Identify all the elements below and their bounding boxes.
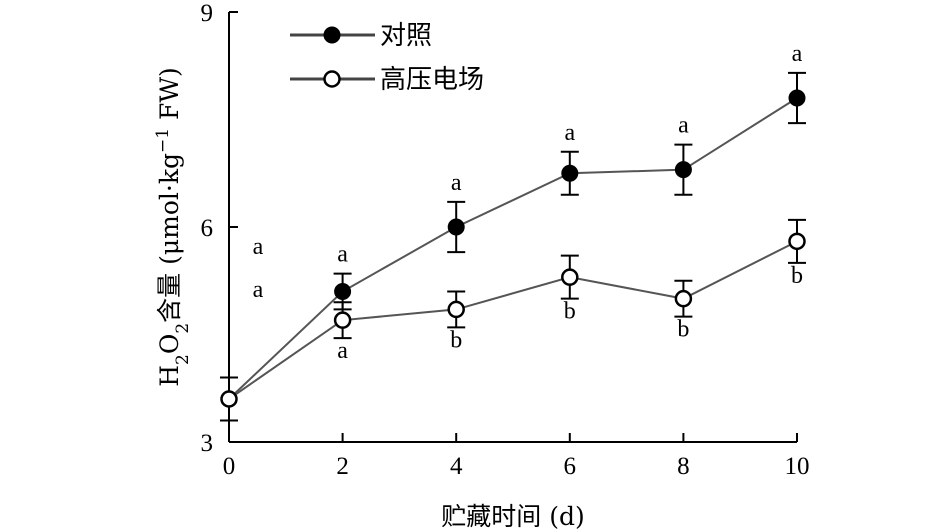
series-line-control — [228, 97, 798, 400]
y-ticks: 3 6 9 — [201, 0, 238, 457]
y-title-h: H — [155, 365, 184, 387]
sig-label-control: a — [253, 234, 264, 260]
data-point-treatment — [788, 232, 806, 251]
x-ticks: 0 2 4 6 8 10 — [223, 433, 810, 480]
legend-item-control: 对照 — [290, 21, 432, 51]
data-point-control — [561, 164, 579, 182]
data-point-control — [334, 283, 352, 300]
data-point-treatment — [447, 300, 465, 319]
series-layer — [220, 71, 806, 422]
data-point-treatment — [561, 268, 579, 286]
x-tick-label: 10 — [785, 453, 810, 480]
legend-label-control: 对照 — [380, 21, 432, 51]
y-axis-title: H2O2含量 (μmol·kg−1 FW) — [153, 67, 193, 387]
legend-item-treatment: 高压电场 — [290, 65, 484, 95]
sig-label-treatment: b — [564, 299, 576, 325]
x-axis-title: 贮藏时间 (d) — [441, 502, 584, 531]
sig-label-treatment: a — [337, 338, 348, 364]
sig-label-treatment: b — [450, 327, 462, 353]
data-point-treatment — [674, 289, 693, 308]
y-tick-label: 6 — [201, 215, 214, 242]
x-tick-label: 0 — [223, 453, 236, 480]
y-title-o: O — [155, 334, 184, 355]
sig-label-treatment: b — [791, 263, 803, 289]
x-tick-label: 6 — [564, 453, 577, 480]
legend-marker-control — [323, 26, 341, 44]
y-title-unit-pre: (μmol·kg — [155, 153, 184, 273]
data-point-treatment — [333, 311, 352, 329]
sig-label-control: a — [337, 242, 348, 268]
x-tick-label: 2 — [336, 453, 349, 480]
sig-label-control: a — [678, 113, 689, 139]
data-point-control — [788, 89, 806, 107]
data-point-control — [674, 161, 692, 179]
y-tick-label: 3 — [201, 430, 214, 457]
sig-label-control: a — [792, 41, 803, 67]
sig-label-treatment: b — [677, 317, 689, 343]
legend-marker-treatment — [323, 70, 341, 88]
legend: 对照 高压电场 — [290, 21, 484, 95]
series-line-treatment — [228, 240, 798, 400]
sig-label-treatment: a — [253, 277, 264, 303]
y-tick-label: 9 — [201, 0, 214, 27]
y-title-unit-post: FW) — [155, 67, 184, 128]
y-title-sub-2: 2 — [173, 323, 193, 334]
sig-label-control: a — [564, 120, 575, 146]
y-title-sup: −1 — [153, 128, 173, 153]
data-point-control — [447, 218, 465, 236]
x-tick-label: 4 — [450, 453, 463, 480]
data-point-treatment — [220, 390, 238, 408]
legend-label-treatment: 高压电场 — [380, 65, 484, 95]
y-title-sub-1: 2 — [173, 354, 193, 365]
y-title-cn: 含量 — [155, 273, 184, 323]
sig-label-control: a — [451, 170, 462, 196]
x-tick-label: 8 — [677, 453, 690, 480]
